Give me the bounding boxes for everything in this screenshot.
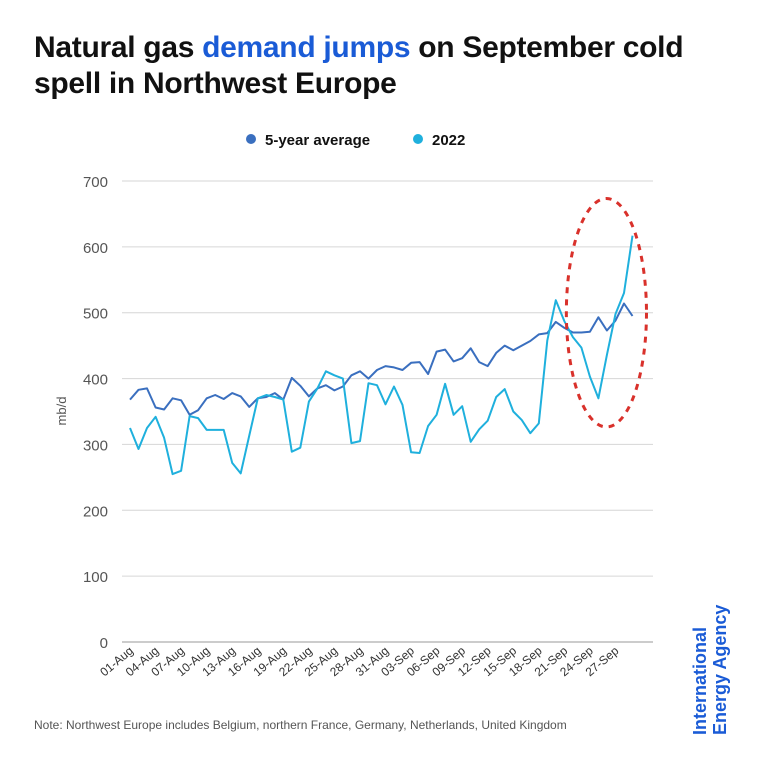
y-tick-label: 400	[83, 372, 108, 389]
series-line-five-year-average	[129, 302, 634, 416]
y-axis-label: mb/d	[54, 397, 69, 426]
y-tick-label: 700	[83, 174, 108, 191]
annotation-ellipse	[564, 196, 648, 429]
title-suffix: on September cold spell in Northwest Eur…	[34, 31, 684, 100]
y-tick-label: 100	[83, 569, 108, 586]
legend-label: 2022	[432, 132, 465, 149]
y-tick-label: 600	[83, 240, 108, 257]
line-chart: 0100200300400500600700mb/d01-Aug04-Aug07…	[54, 132, 653, 679]
series-line-2022	[129, 235, 634, 476]
footnote: Note: Northwest Europe includes Belgium,…	[34, 718, 567, 732]
iea-logo: International Energy Agency	[690, 585, 730, 735]
brand-line-1: International	[690, 626, 710, 735]
y-tick-label: 0	[100, 635, 108, 652]
legend-label: 5-year average	[265, 132, 370, 149]
title-highlight: demand jumps	[202, 31, 411, 64]
legend-marker-five-year-average	[246, 134, 256, 144]
chart-title: Natural gas demand jumps on September co…	[34, 30, 694, 102]
brand-line-2: Energy Agency	[710, 604, 730, 735]
title-prefix: Natural gas	[34, 31, 203, 64]
legend-marker-2022	[413, 134, 423, 144]
y-tick-label: 300	[83, 437, 108, 454]
y-tick-label: 500	[83, 306, 108, 323]
y-tick-label: 200	[83, 503, 108, 520]
